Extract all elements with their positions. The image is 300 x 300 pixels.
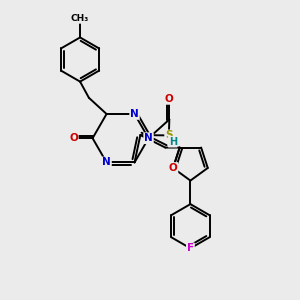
Text: O: O [69, 133, 78, 143]
Text: N: N [102, 158, 111, 167]
Text: O: O [165, 94, 174, 104]
Text: CH₃: CH₃ [71, 14, 89, 23]
Text: S: S [165, 130, 172, 140]
Text: N: N [144, 133, 153, 143]
Text: H: H [169, 137, 177, 147]
Text: O: O [169, 163, 177, 173]
Text: N: N [130, 109, 139, 119]
Text: F: F [187, 243, 194, 253]
